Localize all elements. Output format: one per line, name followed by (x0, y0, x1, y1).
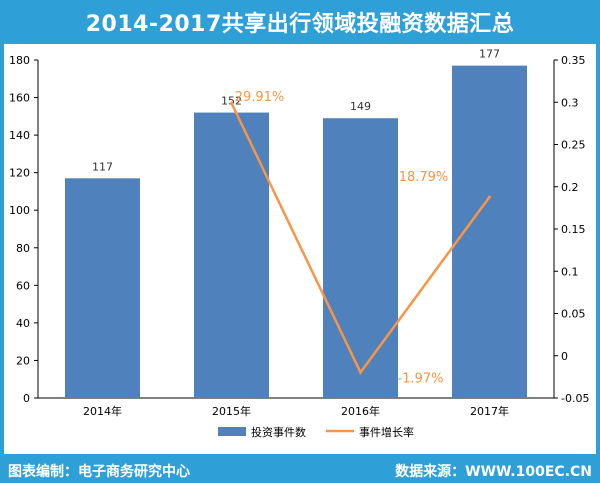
legend-line-label: 事件增长率 (359, 425, 414, 439)
y-left-tick-label: 0 (23, 392, 30, 405)
y-right-tick-label: 0.25 (561, 139, 586, 152)
x-tick-label: 2014年 (83, 404, 122, 418)
y-right-tick-label: 0.05 (561, 308, 586, 321)
legend-bar-label: 投资事件数 (251, 425, 306, 439)
y-right-tick-label: 0 (561, 350, 568, 363)
growth-rate-label: 29.91% (235, 90, 285, 105)
bar-value-label: 117 (92, 160, 113, 173)
combo-chart: 0 20 40 60 80 100 120 140 160 180 -0.05 0 0.05 0.1 0.1… (9, 48, 589, 439)
footer: 图表编制：电子商务研究中心 数据来源：WWW.100EC.CN (0, 456, 600, 483)
growth-rate-label: -1.97% (398, 371, 444, 386)
y-left-tick-label: 80 (16, 242, 30, 255)
y-left-tick-label: 120 (9, 167, 30, 180)
y-left-tick-label: 180 (9, 54, 30, 67)
y-left-tick-label: 160 (9, 92, 30, 105)
y-left-tick-label: 140 (9, 129, 30, 142)
footer-credit: 图表编制：电子商务研究中心 (8, 464, 190, 480)
growth-rate-point (230, 101, 233, 105)
x-tick-label: 2016年 (341, 404, 380, 418)
x-tick-label: 2017年 (470, 404, 509, 418)
chart-panel: 0 20 40 60 80 100 120 140 160 180 -0.05 0 0.05 0.1 0.1… (4, 44, 596, 454)
y-left-tick-label: 20 (16, 354, 30, 367)
title-bar: 2014-2017共享出行领域投融资数据汇总 (0, 0, 600, 44)
bar-value-label: 177 (479, 48, 500, 61)
growth-rate-point (488, 195, 491, 199)
y-right-tick-label: 0.3 (561, 96, 579, 109)
y-right-tick-label: 0.35 (561, 54, 586, 67)
y-left-tick-label: 100 (9, 204, 30, 217)
x-tick-label: 2015年 (212, 404, 251, 418)
chart-title: 2014-2017共享出行领域投融资数据汇总 (85, 12, 515, 37)
legend-bar-swatch (218, 427, 246, 436)
bar-value-label: 152 (221, 95, 242, 108)
bar-value-label: 149 (350, 100, 371, 113)
y-left-tick-label: 60 (16, 279, 30, 292)
y-right-tick-label: 0.1 (561, 265, 579, 278)
footer-source: 数据来源：WWW.100EC.CN (395, 464, 592, 480)
y-right-tick-label: 0.15 (561, 223, 586, 236)
growth-rate-point (359, 370, 362, 374)
bar (65, 178, 140, 398)
y-right-tick-label: -0.05 (561, 392, 589, 405)
y-left-tick-label: 40 (16, 317, 30, 330)
growth-rate-label: 18.79% (399, 170, 449, 185)
bar (323, 118, 398, 398)
bar (194, 112, 269, 399)
y-right-tick-label: 0.2 (561, 181, 579, 194)
